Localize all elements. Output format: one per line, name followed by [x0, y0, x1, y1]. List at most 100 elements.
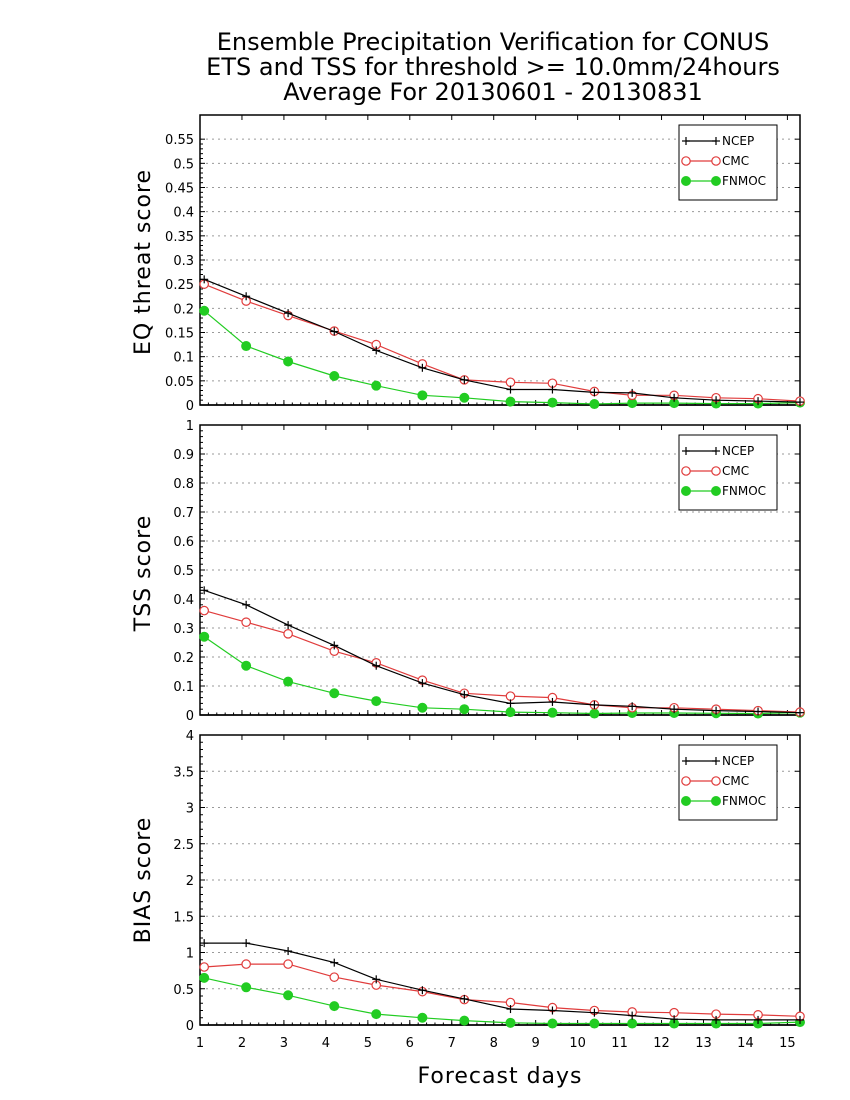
data-point-ncep	[418, 986, 427, 995]
data-point-cmc	[283, 959, 293, 969]
data-point-fnmoc	[589, 399, 600, 410]
data-point-fnmoc	[283, 990, 294, 1001]
legend-label-ncep: NCEP	[722, 444, 754, 458]
data-point-ncep	[590, 388, 599, 397]
series-line-fnmoc	[203, 310, 801, 405]
legend-marker	[681, 176, 691, 186]
y-tick-label: 0.5	[173, 983, 194, 998]
data-point-fnmoc	[505, 707, 516, 718]
data-point-ncep	[548, 1006, 557, 1015]
chart-panel-2: 0 0.1 0.2 0.3 0.4 0.5 0.6 0.7 0.8 0.9 1 TSS score NC…	[131, 419, 805, 724]
data-point-fnmoc	[505, 1017, 516, 1028]
data-point-ncep	[242, 292, 251, 301]
data-point-fnmoc	[627, 1018, 638, 1029]
y-tick-label: 0.7	[173, 506, 194, 521]
x-tick-label: 13	[695, 1036, 712, 1051]
y-tick-label: 0.4	[173, 206, 194, 221]
data-point-cmc	[199, 962, 209, 972]
data-point-cmc	[505, 377, 516, 388]
data-point-ncep	[200, 586, 209, 595]
series-line-ncep	[204, 942, 800, 1021]
data-point-fnmoc	[199, 305, 210, 316]
y-tick-label: 0.15	[165, 327, 194, 342]
data-point-ncep	[506, 699, 515, 708]
legend-marker	[711, 776, 721, 786]
data-point-fnmoc	[329, 688, 340, 699]
data-point-ncep	[548, 385, 557, 394]
y-tick-label: 0.25	[165, 278, 194, 293]
data-point-ncep	[548, 697, 557, 706]
y-tick-label: 1	[186, 419, 194, 434]
data-point-ncep	[242, 939, 251, 948]
chart-panel-1: 0 0.05 0.1 0.15 0.2 0.25 0.3 0.35 0.4 0.45 0.5 0.55…	[131, 114, 805, 414]
y-tick-label: 0	[186, 709, 194, 724]
x-tick-label: 11	[611, 1036, 628, 1051]
data-point-fnmoc	[589, 1018, 600, 1029]
data-point-ncep	[200, 939, 209, 948]
legend-label-fnmoc: FNMOC	[722, 484, 766, 498]
data-point-fnmoc	[417, 702, 428, 713]
data-point-ncep	[460, 690, 469, 699]
y-tick-label: 0.1	[173, 351, 194, 366]
legend-marker	[711, 466, 721, 476]
x-tick-label: 5	[364, 1036, 372, 1051]
data-point-fnmoc	[459, 1015, 470, 1026]
y-tick-label: 3.5	[173, 765, 194, 780]
legend-box	[678, 744, 778, 821]
data-point-cmc	[283, 628, 293, 639]
legend-marker	[681, 466, 691, 476]
x-tick-label: 4	[322, 1036, 330, 1051]
data-point-fnmoc	[371, 380, 382, 391]
data-point-ncep	[754, 1015, 763, 1024]
x-tick-label: 6	[406, 1036, 414, 1051]
x-tick-label: 15	[779, 1036, 796, 1051]
legend-marker	[711, 176, 721, 186]
x-tick-label: 3	[280, 1036, 288, 1051]
chart-panels: 00.050.10.150.20.250.30.350.40.450.50.55…	[131, 114, 805, 1051]
data-point-ncep	[242, 600, 251, 609]
data-point-ncep	[330, 641, 339, 650]
data-point-ncep	[712, 396, 721, 405]
legend-label-cmc: CMC	[722, 464, 749, 478]
data-point-ncep	[590, 1008, 599, 1017]
y-axis-label: BIAS score	[131, 817, 156, 944]
data-point-cmc	[505, 691, 516, 701]
plot-frame	[199, 114, 801, 406]
legend-marker	[681, 776, 691, 786]
y-tick-label: 1.5	[173, 910, 194, 925]
series-line-cmc	[204, 963, 801, 1017]
legend-marker	[681, 156, 691, 166]
chart-panel-3: 00.511.522.533.541 2 3 4 5 6 7 8 9 10 11 12 13 14 15BI…	[131, 729, 805, 1051]
legend-label-cmc: CMC	[722, 154, 749, 168]
data-point-fnmoc	[547, 707, 558, 718]
legend-box	[678, 124, 778, 201]
data-point-fnmoc	[547, 1018, 558, 1029]
x-tick-label: 9	[532, 1036, 540, 1051]
data-point-ncep	[372, 346, 381, 355]
y-tick-label: 0.2	[173, 651, 194, 666]
data-point-fnmoc	[459, 392, 470, 403]
y-tick-label: 0.6	[173, 535, 194, 550]
y-tick-label: 0.55	[165, 133, 194, 148]
y-tick-label: 0.3	[173, 622, 194, 637]
x-tick-label: 2	[238, 1036, 246, 1051]
title-line-2: ETS and TSS for threshold >= 10.0mm/24ho…	[206, 53, 780, 81]
data-point-cmc	[329, 972, 340, 982]
y-tick-label: 0.8	[173, 477, 194, 492]
data-point-ncep	[628, 1011, 637, 1020]
y-tick-label: 4	[186, 729, 194, 744]
y-tick-label: 0.05	[165, 375, 194, 390]
data-point-ncep	[754, 397, 763, 406]
data-point-fnmoc	[283, 676, 294, 687]
data-point-fnmoc	[505, 396, 516, 407]
x-axis-label: Forecast days	[417, 1064, 582, 1089]
title-line-1: Ensemble Precipitation Verification for …	[217, 28, 769, 56]
data-point-ncep	[418, 363, 427, 372]
legend-label-ncep: NCEP	[722, 134, 754, 148]
data-point-ncep	[330, 327, 339, 336]
data-point-ncep	[670, 1015, 679, 1024]
y-tick-label: 2.5	[173, 838, 194, 853]
series-line-ncep	[203, 278, 801, 403]
y-axis-label: TSS score	[131, 515, 156, 632]
